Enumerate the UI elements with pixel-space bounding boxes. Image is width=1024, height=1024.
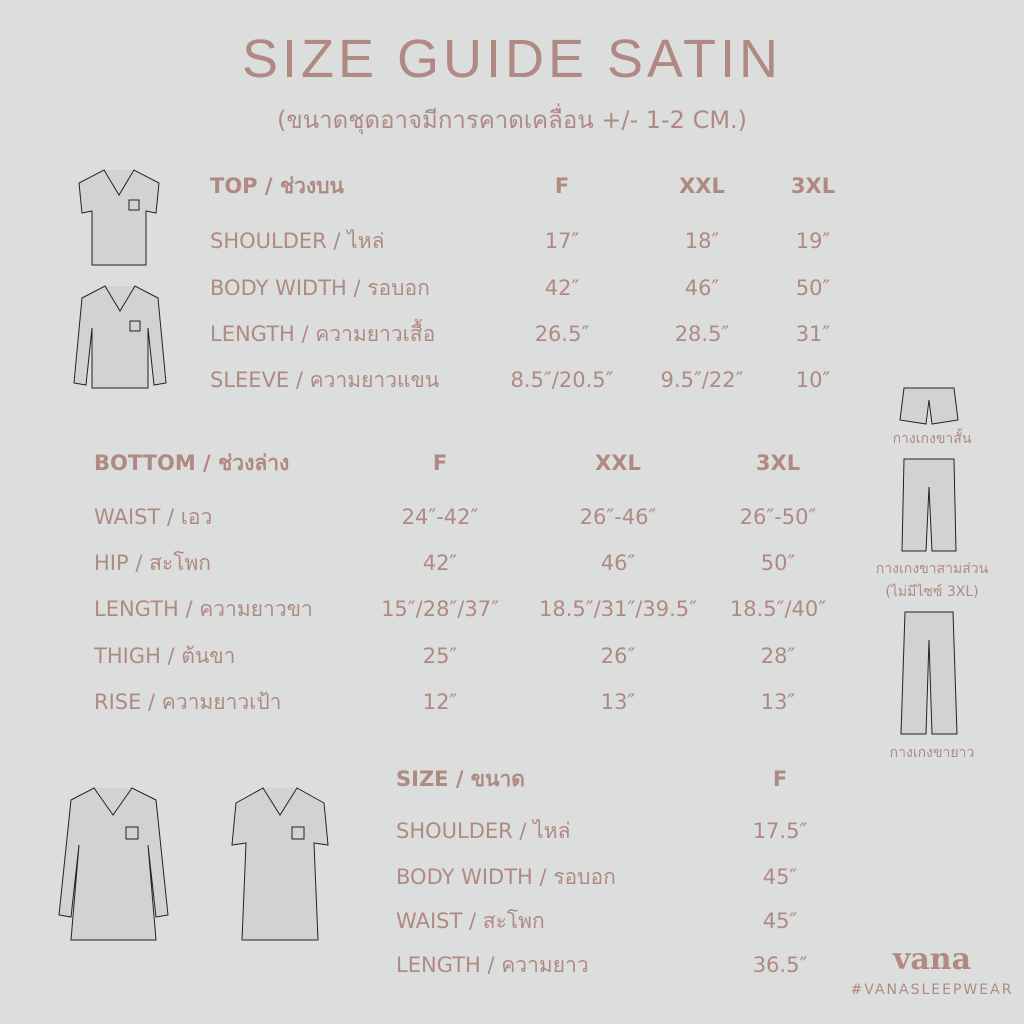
size-value: 28″ [760, 644, 796, 668]
size-value: 46″ [684, 276, 720, 300]
table-header-size: XXL [595, 451, 641, 475]
size-value: 26″-46″ [579, 505, 657, 529]
size-value: 36.5″ [752, 953, 808, 977]
size-value: 9.5″/22″ [660, 368, 744, 392]
row-label: BODY WIDTH / รอบอก [396, 865, 616, 889]
row-label: SHOULDER / ไหล่ [396, 819, 571, 843]
size-value: 13″ [760, 690, 796, 714]
row-label: THIGH / ต้นขา [94, 644, 236, 668]
long-sleeve-shirt-icon [73, 285, 167, 389]
row-label: WAIST / สะโพก [396, 909, 545, 933]
size-value: 50″ [760, 551, 796, 575]
size-value: 25″ [422, 644, 458, 668]
table-header-label: SIZE / ขนาด [396, 767, 525, 791]
table-header-size: 3XL [755, 451, 801, 475]
size-value: 18″ [684, 229, 720, 253]
brand-logo: vana [892, 942, 972, 977]
size-value: 26″ [600, 644, 636, 668]
row-label: BODY WIDTH / รอบอก [210, 276, 430, 300]
size-value: 13″ [600, 690, 636, 714]
size-value: 18.5″/31″/39.5″ [539, 597, 697, 621]
row-label: SLEEVE / ความยาวแขน [210, 368, 440, 392]
capri-pants-note: (ไม่มีไซซ์ 3XL) [885, 584, 979, 600]
size-value: 24″-42″ [401, 505, 479, 529]
size-value: 50″ [795, 276, 831, 300]
short-sleeve-shirt-icon [78, 169, 160, 266]
table-header-size: F [554, 174, 570, 198]
row-label: LENGTH / ความยาวเสื้อ [210, 322, 436, 346]
size-value: 8.5″/20.5″ [510, 368, 614, 392]
page-subtitle: (ขนาดชุดอาจมีการคาดเคลื่อน +/- 1-2 CM.) [276, 106, 748, 134]
size-value: 45″ [762, 865, 798, 889]
row-label: WAIST / เอว [94, 505, 213, 529]
brand-hashtag: #VANASLEEPWEAR [850, 982, 1014, 998]
table-header-label: BOTTOM / ช่วงล่าง [94, 451, 290, 475]
long-pants-icon [900, 611, 958, 735]
row-label: HIP / สะโพก [94, 551, 212, 575]
long-pants-caption: กางเกงขายาว [889, 745, 975, 761]
size-value: 15″/28″/37″ [381, 597, 499, 621]
size-value: 18.5″/40″ [729, 597, 827, 621]
size-value: 28.5″ [674, 322, 730, 346]
table-header-label: TOP / ช่วงบน [210, 174, 344, 198]
table-header-size: F [432, 451, 448, 475]
size-value: 17″ [544, 229, 580, 253]
row-label: RISE / ความยาวเป้า [94, 690, 282, 714]
short-sleeve-nightdress-icon [231, 787, 329, 941]
row-label: SHOULDER / ไหล่ [210, 229, 385, 253]
size-value: 26.5″ [534, 322, 590, 346]
size-value: 46″ [600, 551, 636, 575]
size-value: 42″ [544, 276, 580, 300]
size-value: 17.5″ [752, 819, 808, 843]
row-label: LENGTH / ความยาวขา [94, 597, 313, 621]
size-value: 45″ [762, 909, 798, 933]
size-value: 26″-50″ [739, 505, 817, 529]
capri-pants-caption: กางเกงขาสามส่วน [875, 561, 989, 577]
long-sleeve-nightdress-icon [58, 787, 169, 941]
table-header-size: XXL [679, 174, 725, 198]
table-header-size: F [772, 767, 788, 791]
size-value: 12″ [422, 690, 458, 714]
size-value: 31″ [795, 322, 831, 346]
table-header-size: 3XL [790, 174, 836, 198]
capri-pants-icon [901, 458, 957, 552]
page-title: SIZE GUIDE SATIN [241, 29, 783, 89]
size-value: 42″ [422, 551, 458, 575]
size-value: 19″ [795, 229, 831, 253]
short-pants-caption: กางเกงขาสั้น [892, 431, 972, 447]
row-label: LENGTH / ความยาว [396, 953, 589, 977]
short-pants-icon [899, 387, 959, 425]
size-value: 10″ [795, 368, 831, 392]
